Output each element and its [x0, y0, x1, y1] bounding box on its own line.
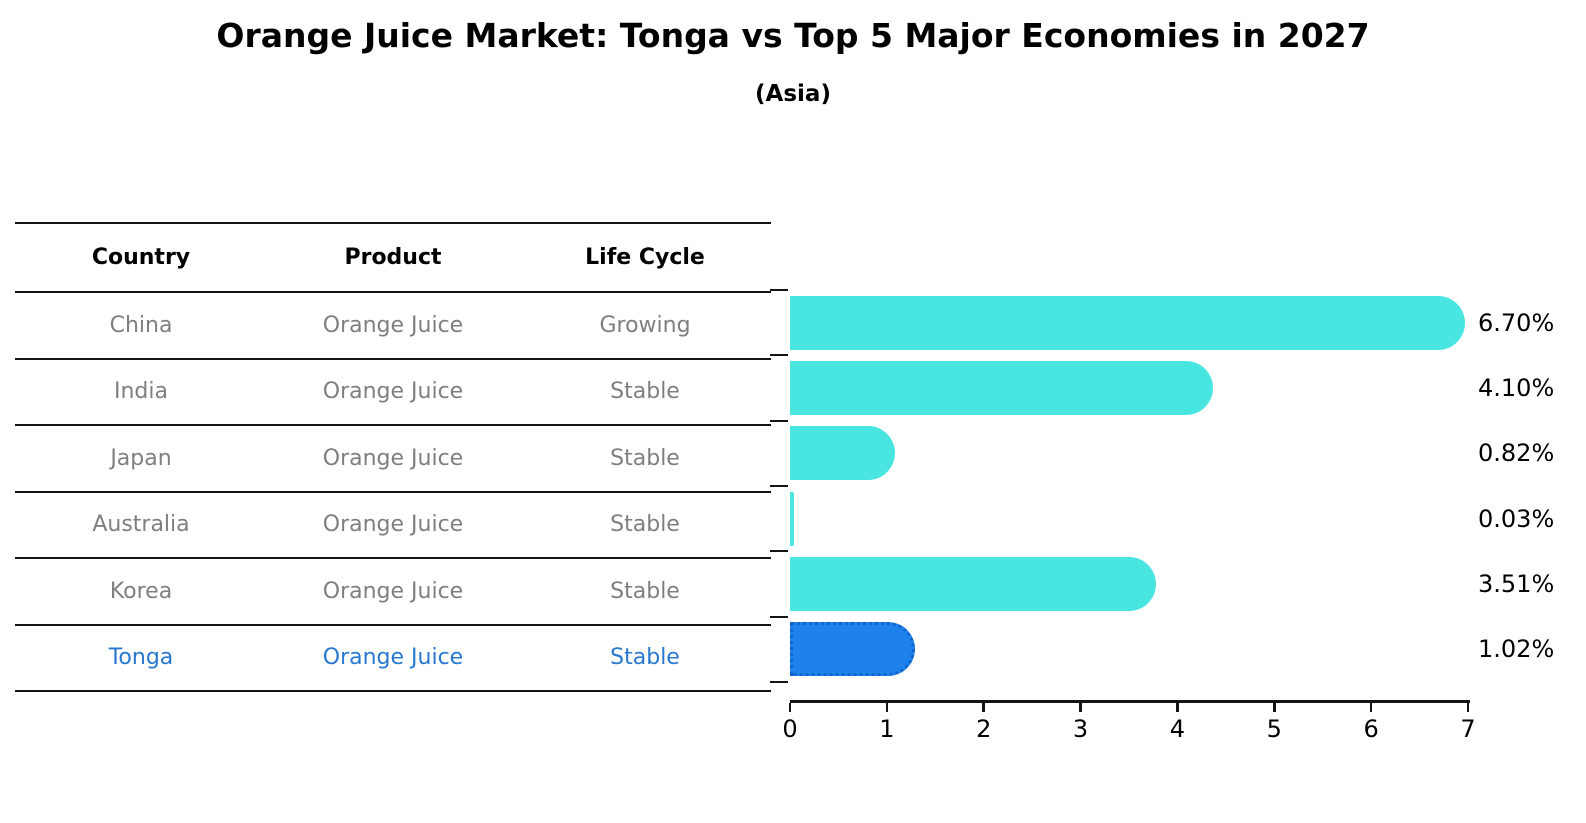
table-cell-life-cycle: Stable	[610, 578, 680, 604]
x-axis-tick	[1466, 702, 1470, 712]
bar-china	[790, 295, 1465, 350]
x-axis-tick-label: 1	[879, 715, 895, 743]
table-cell-life-cycle: Stable	[610, 645, 680, 671]
table-cell-product: Orange Juice	[322, 379, 464, 405]
table-row: China Orange Juice Growing	[15, 291, 771, 358]
x-axis-tick-label: 2	[976, 715, 992, 743]
table-cell-product: Orange Juice	[322, 512, 464, 538]
x-axis-tick-label: 6	[1363, 715, 1379, 743]
bar-australia	[790, 491, 794, 546]
bar-korea	[790, 557, 1156, 612]
table-cell-life-cycle: Stable	[610, 445, 680, 471]
x-axis-tick-label: 7	[1460, 715, 1476, 743]
x-axis-tick	[1369, 702, 1373, 712]
x-axis-tick-label: 4	[1169, 715, 1186, 743]
country-table: Country Product Life Cycle China Orange …	[15, 222, 771, 692]
table-header-row: Country Product Life Cycle	[15, 224, 771, 291]
table-row: India Orange Juice Stable	[15, 357, 771, 425]
bar-value-label: 4.10%	[1478, 374, 1555, 402]
bar-value-label: 0.03%	[1478, 504, 1555, 533]
table-cell-country: Korea	[109, 578, 173, 604]
y-axis-tick	[770, 485, 788, 487]
table-cell-product: Orange Juice	[322, 645, 464, 671]
table-cell-life-cycle: Growing	[599, 312, 691, 338]
y-axis-tick	[770, 615, 788, 618]
x-axis-line	[790, 700, 1470, 703]
y-axis-tick	[770, 681, 788, 683]
table-cell-country: Japan	[110, 445, 172, 471]
table-header-country: Country	[91, 245, 191, 270]
x-axis-tick	[1176, 702, 1179, 712]
x-axis-tick	[788, 702, 792, 712]
chart-title: Orange Juice Market: Tonga vs Top 5 Majo…	[216, 16, 1370, 55]
table-cell-country: Tonga	[108, 645, 174, 671]
table-header-life-cycle: Life Cycle	[585, 245, 705, 270]
bar-tonga	[790, 622, 915, 677]
x-axis-tick	[885, 702, 889, 712]
bar-value-label: 6.70%	[1478, 308, 1555, 337]
y-axis-tick	[770, 419, 788, 422]
x-axis-tick-label: 0	[782, 715, 798, 743]
bar-india	[790, 361, 1214, 416]
table-header-product: Product	[344, 245, 442, 270]
table-cell-country: Australia	[92, 512, 190, 538]
bar-value-label: 1.02%	[1478, 635, 1555, 664]
table-row: Tonga Orange Juice Stable	[15, 623, 771, 691]
y-axis-tick	[770, 550, 788, 553]
table-cell-product: Orange Juice	[322, 312, 464, 338]
y-axis-tick	[770, 289, 788, 291]
table-cell-life-cycle: Stable	[610, 379, 680, 405]
chart-subtitle: (Asia)	[755, 81, 831, 107]
table-cell-product: Orange Juice	[322, 578, 464, 604]
table-cell-country: China	[109, 312, 173, 338]
x-axis-tick	[1273, 702, 1276, 712]
table-cell-life-cycle: Stable	[610, 512, 680, 538]
table-row: Korea Orange Juice Stable	[15, 557, 771, 624]
x-axis-tick-label: 5	[1266, 715, 1282, 743]
table-cell-country: India	[114, 379, 168, 405]
bar-value-label: 3.51%	[1478, 570, 1555, 598]
bar-chart: 6.70% 4.10% 0.82% 0.03% 3.51% 1.02% 0 1 2 3 4 5 6 7	[770, 289, 1586, 770]
table-cell-product: Orange Juice	[322, 445, 464, 471]
x-axis-tick	[982, 702, 985, 712]
bar-japan	[790, 426, 896, 481]
bar-value-label: 0.82%	[1478, 439, 1555, 468]
y-axis-tick	[770, 354, 788, 357]
x-axis-tick	[1079, 702, 1082, 712]
table-row: Japan Orange Juice Stable	[15, 424, 771, 491]
table-row: Australia Orange Juice Stable	[15, 490, 771, 558]
x-axis-tick-label: 3	[1072, 715, 1089, 743]
